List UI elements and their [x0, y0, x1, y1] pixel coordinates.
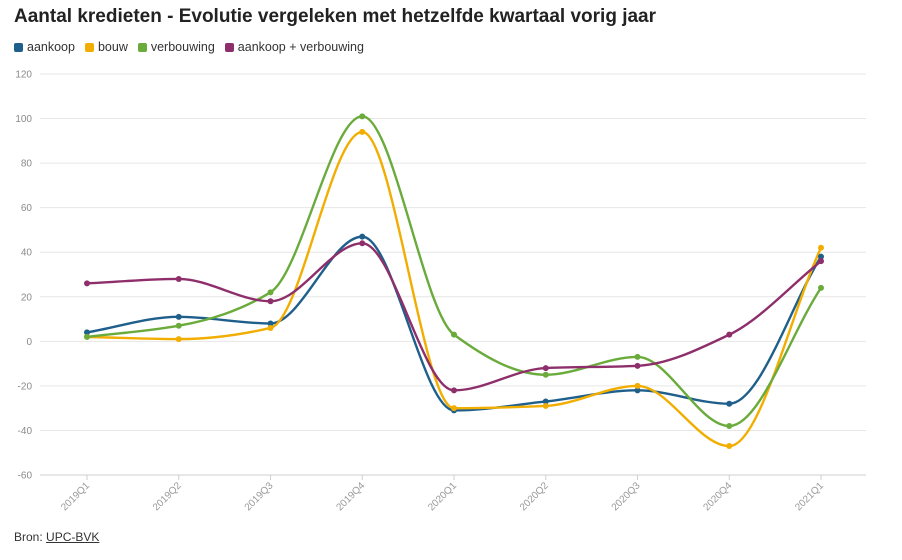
- source-prefix: Bron:: [14, 530, 43, 544]
- series-line-3[interactable]: [85, 242, 823, 392]
- data-point-3-6[interactable]: [634, 362, 641, 369]
- x-tick-label: 2021Q1: [793, 480, 826, 513]
- data-point-0-2[interactable]: [267, 320, 274, 327]
- data-point-1-3[interactable]: [359, 128, 366, 135]
- x-tick-label: 2020Q1: [426, 480, 459, 513]
- y-tick-label: 0: [26, 337, 32, 348]
- data-point-0-1[interactable]: [175, 313, 182, 320]
- x-tick-label: 2020Q2: [518, 480, 551, 513]
- data-point-3-3[interactable]: [359, 240, 366, 247]
- y-tick-label: 80: [21, 159, 33, 170]
- x-tick-label: 2019Q3: [243, 480, 276, 513]
- data-point-2-4[interactable]: [451, 331, 457, 338]
- x-tick-label: 2020Q3: [610, 480, 643, 513]
- y-tick-label: -60: [18, 471, 33, 482]
- data-point-1-2[interactable]: [267, 324, 274, 331]
- source-link[interactable]: UPC-BVK: [46, 530, 100, 544]
- data-point-0-0[interactable]: [84, 329, 90, 336]
- data-point-0-5[interactable]: [542, 398, 549, 405]
- legend-swatch: [14, 42, 23, 52]
- legend-label: verbouwing: [150, 40, 215, 54]
- x-tick-label: 2019Q2: [151, 480, 184, 513]
- y-tick-label: 60: [21, 203, 33, 214]
- legend-item-3[interactable]: aankoop + verbouwing: [224, 40, 364, 54]
- y-tick-label: -20: [18, 381, 33, 392]
- data-point-1-4[interactable]: [451, 405, 457, 412]
- data-point-1-5[interactable]: [542, 402, 549, 409]
- data-point-3-4[interactable]: [451, 387, 457, 394]
- data-point-0-8[interactable]: [818, 253, 824, 260]
- data-point-1-6[interactable]: [634, 382, 641, 389]
- data-point-0-6[interactable]: [634, 387, 641, 394]
- y-tick-label: 40: [21, 248, 33, 259]
- source-note: Bron: UPC-BVK: [14, 530, 99, 544]
- data-point-2-6[interactable]: [634, 353, 641, 360]
- x-tick-label: 2020Q4: [701, 480, 734, 513]
- y-tick-label: -40: [18, 426, 33, 437]
- data-point-2-2[interactable]: [267, 289, 274, 296]
- data-point-3-8[interactable]: [818, 258, 824, 265]
- data-point-3-5[interactable]: [542, 365, 549, 372]
- legend-swatch: [137, 42, 147, 52]
- legend-item-2[interactable]: verbouwing: [137, 40, 215, 54]
- data-point-3-1[interactable]: [175, 275, 182, 282]
- data-point-3-7[interactable]: [726, 331, 733, 338]
- legend-swatch: [224, 42, 234, 52]
- legend-label: bouw: [97, 40, 128, 54]
- x-tick-label: 2019Q4: [334, 480, 367, 513]
- data-point-2-5[interactable]: [542, 371, 549, 378]
- legend: aankoop bouw verbouwing aankoop + verbouwin…: [14, 40, 364, 54]
- data-point-0-7[interactable]: [726, 400, 733, 407]
- y-tick-label: 100: [15, 114, 32, 125]
- data-point-2-1[interactable]: [175, 322, 182, 329]
- data-point-0-3[interactable]: [359, 233, 366, 240]
- data-point-2-8[interactable]: [818, 284, 824, 291]
- legend-swatch: [84, 42, 94, 52]
- data-point-1-1[interactable]: [175, 336, 182, 343]
- data-point-1-8[interactable]: [818, 244, 824, 251]
- data-point-2-3[interactable]: [359, 113, 366, 120]
- legend-label: aankoop + verbouwing: [237, 40, 364, 54]
- data-point-1-7[interactable]: [726, 443, 733, 450]
- series-line-1[interactable]: [85, 130, 823, 448]
- x-tick-label: 2019Q1: [59, 480, 92, 513]
- y-tick-label: 20: [21, 292, 33, 303]
- line-chart: -60 -40 -20 0 20 40 60 80 100 120 2019Q1 2019Q2 2019…: [15, 70, 866, 513]
- y-tick-label: 120: [15, 70, 32, 81]
- data-point-3-2[interactable]: [267, 298, 274, 305]
- data-point-2-7[interactable]: [726, 422, 733, 429]
- legend-label: aankoop: [27, 40, 75, 54]
- series-line-2[interactable]: [85, 115, 823, 428]
- series-line-0[interactable]: [85, 235, 823, 412]
- chart-title: Aantal kredieten - Evolutie vergeleken m…: [14, 6, 657, 27]
- data-point-3-0[interactable]: [84, 280, 90, 287]
- legend-item-1[interactable]: bouw: [84, 40, 128, 54]
- data-point-2-0[interactable]: [84, 333, 90, 340]
- legend-item-0[interactable]: aankoop: [14, 40, 75, 54]
